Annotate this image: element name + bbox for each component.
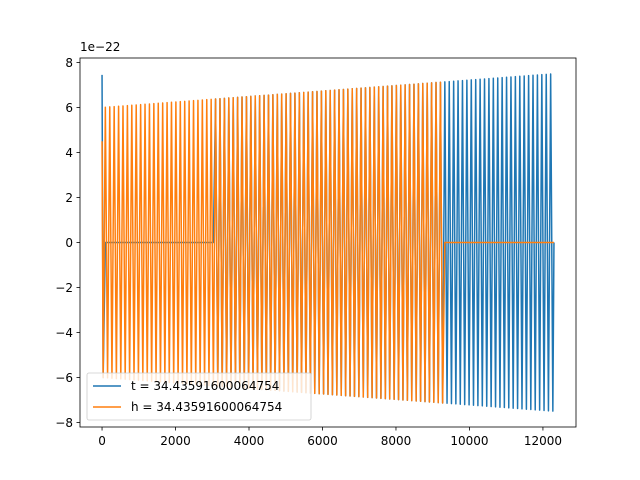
legend-label-h: h = 34.43591600064754	[131, 400, 282, 414]
y-axis: −8 −6 −4 −2 0 2 4 6 8	[55, 56, 80, 430]
x-tick-label: 8000	[381, 434, 412, 448]
y-tick-label: 8	[65, 56, 73, 70]
y-tick-label: 6	[65, 101, 73, 115]
legend: t = 34.43591600064754 h = 34.43591600064…	[86, 372, 312, 421]
series-line-h	[101, 81, 554, 404]
series-layer	[101, 73, 555, 412]
x-tick-label: 0	[98, 434, 106, 448]
x-tick-label: 12000	[524, 434, 562, 448]
x-tick-label: 10000	[450, 434, 488, 448]
x-tick-label: 2000	[160, 434, 191, 448]
x-tick-label: 4000	[234, 434, 265, 448]
y-tick-label: 0	[65, 236, 73, 250]
y-tick-label: −6	[55, 371, 73, 385]
x-axis: 0 2000 4000 6000 8000 10000 12000	[98, 427, 562, 448]
legend-box	[86, 372, 312, 421]
y-offset-label: 1e−22	[80, 40, 120, 54]
legend-label-t: t = 34.43591600064754	[131, 379, 279, 393]
y-tick-label: −2	[55, 281, 73, 295]
y-tick-label: −8	[55, 416, 73, 430]
y-tick-label: 2	[65, 191, 73, 205]
x-tick-label: 6000	[307, 434, 338, 448]
y-tick-label: −4	[55, 326, 73, 340]
y-tick-label: 4	[65, 146, 73, 160]
